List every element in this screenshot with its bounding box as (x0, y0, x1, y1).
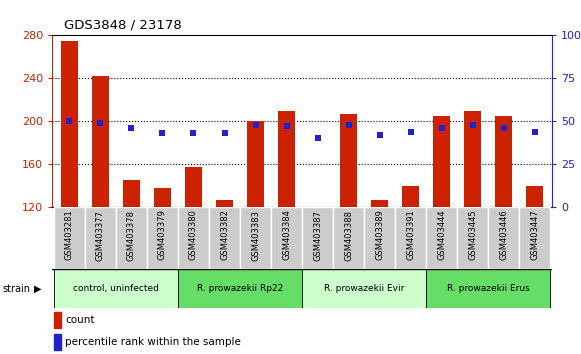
Text: GSM403379: GSM403379 (158, 210, 167, 261)
Point (282, 124, 291, 129)
Text: GSM403447: GSM403447 (530, 210, 539, 260)
Bar (426, 269, 550, 308)
Point (64, 118, 74, 124)
Bar (364, 207, 395, 269)
Text: GSM403389: GSM403389 (375, 210, 384, 261)
Bar (178, 207, 209, 269)
Bar (333, 207, 364, 269)
Text: GSM403446: GSM403446 (499, 210, 508, 260)
Bar (61, 41, 78, 207)
Point (499, 125, 508, 131)
Text: GSM403382: GSM403382 (220, 210, 229, 261)
Bar (340, 114, 357, 207)
Bar (371, 200, 388, 207)
Bar (209, 207, 240, 269)
Bar (395, 207, 426, 269)
Bar (85, 207, 116, 269)
Bar (271, 207, 302, 269)
Bar (154, 188, 171, 207)
Text: GSM403380: GSM403380 (189, 210, 198, 261)
Text: GSM403383: GSM403383 (251, 210, 260, 261)
Text: R. prowazekii Evir: R. prowazekii Evir (324, 284, 404, 293)
Bar (457, 207, 488, 269)
Text: GSM403388: GSM403388 (344, 210, 353, 261)
Bar (519, 207, 550, 269)
Bar (526, 185, 543, 207)
Bar (54, 207, 85, 269)
Text: GSM403445: GSM403445 (468, 210, 478, 260)
Bar (464, 110, 481, 207)
Point (96, 120, 105, 126)
Bar (123, 180, 140, 207)
Bar (433, 116, 450, 207)
Text: GSM403387: GSM403387 (313, 210, 322, 261)
Bar (54, 269, 178, 308)
Bar (302, 269, 426, 308)
Text: count: count (65, 315, 94, 325)
Point (468, 122, 478, 127)
Bar (116, 207, 147, 269)
Text: GSM403281: GSM403281 (65, 210, 74, 260)
Text: ▶: ▶ (34, 284, 41, 293)
Bar (247, 121, 264, 207)
Text: percentile rank within the sample: percentile rank within the sample (65, 337, 241, 348)
Point (189, 130, 198, 136)
Bar (402, 185, 419, 207)
Text: R. prowazekii Erus: R. prowazekii Erus (447, 284, 530, 293)
Text: GSM403377: GSM403377 (96, 210, 105, 261)
Text: GSM403444: GSM403444 (437, 210, 446, 260)
Bar (54, 334, 61, 350)
Text: strain: strain (3, 284, 31, 293)
Text: GSM403378: GSM403378 (127, 210, 136, 261)
Point (158, 130, 167, 136)
Point (437, 125, 446, 131)
Point (406, 129, 415, 135)
Point (313, 136, 322, 141)
Bar (147, 207, 178, 269)
Point (375, 132, 385, 138)
Bar (496, 116, 512, 207)
Point (530, 129, 540, 135)
Bar (54, 312, 61, 328)
Bar (178, 269, 302, 308)
Bar (278, 110, 295, 207)
Bar (92, 76, 109, 207)
Text: GSM403384: GSM403384 (282, 210, 291, 261)
Bar (216, 200, 233, 207)
Point (344, 122, 353, 127)
Text: control, uninfected: control, uninfected (73, 284, 159, 293)
Bar (302, 207, 333, 269)
Text: GSM403391: GSM403391 (406, 210, 415, 260)
Bar (185, 167, 202, 207)
Bar (426, 207, 457, 269)
Bar (309, 207, 326, 212)
Text: R. prowazekii Rp22: R. prowazekii Rp22 (197, 284, 283, 293)
Text: GDS3848 / 23178: GDS3848 / 23178 (64, 19, 182, 32)
Point (220, 130, 229, 136)
Point (127, 125, 136, 131)
Bar (488, 207, 519, 269)
Point (251, 122, 260, 127)
Bar (240, 207, 271, 269)
